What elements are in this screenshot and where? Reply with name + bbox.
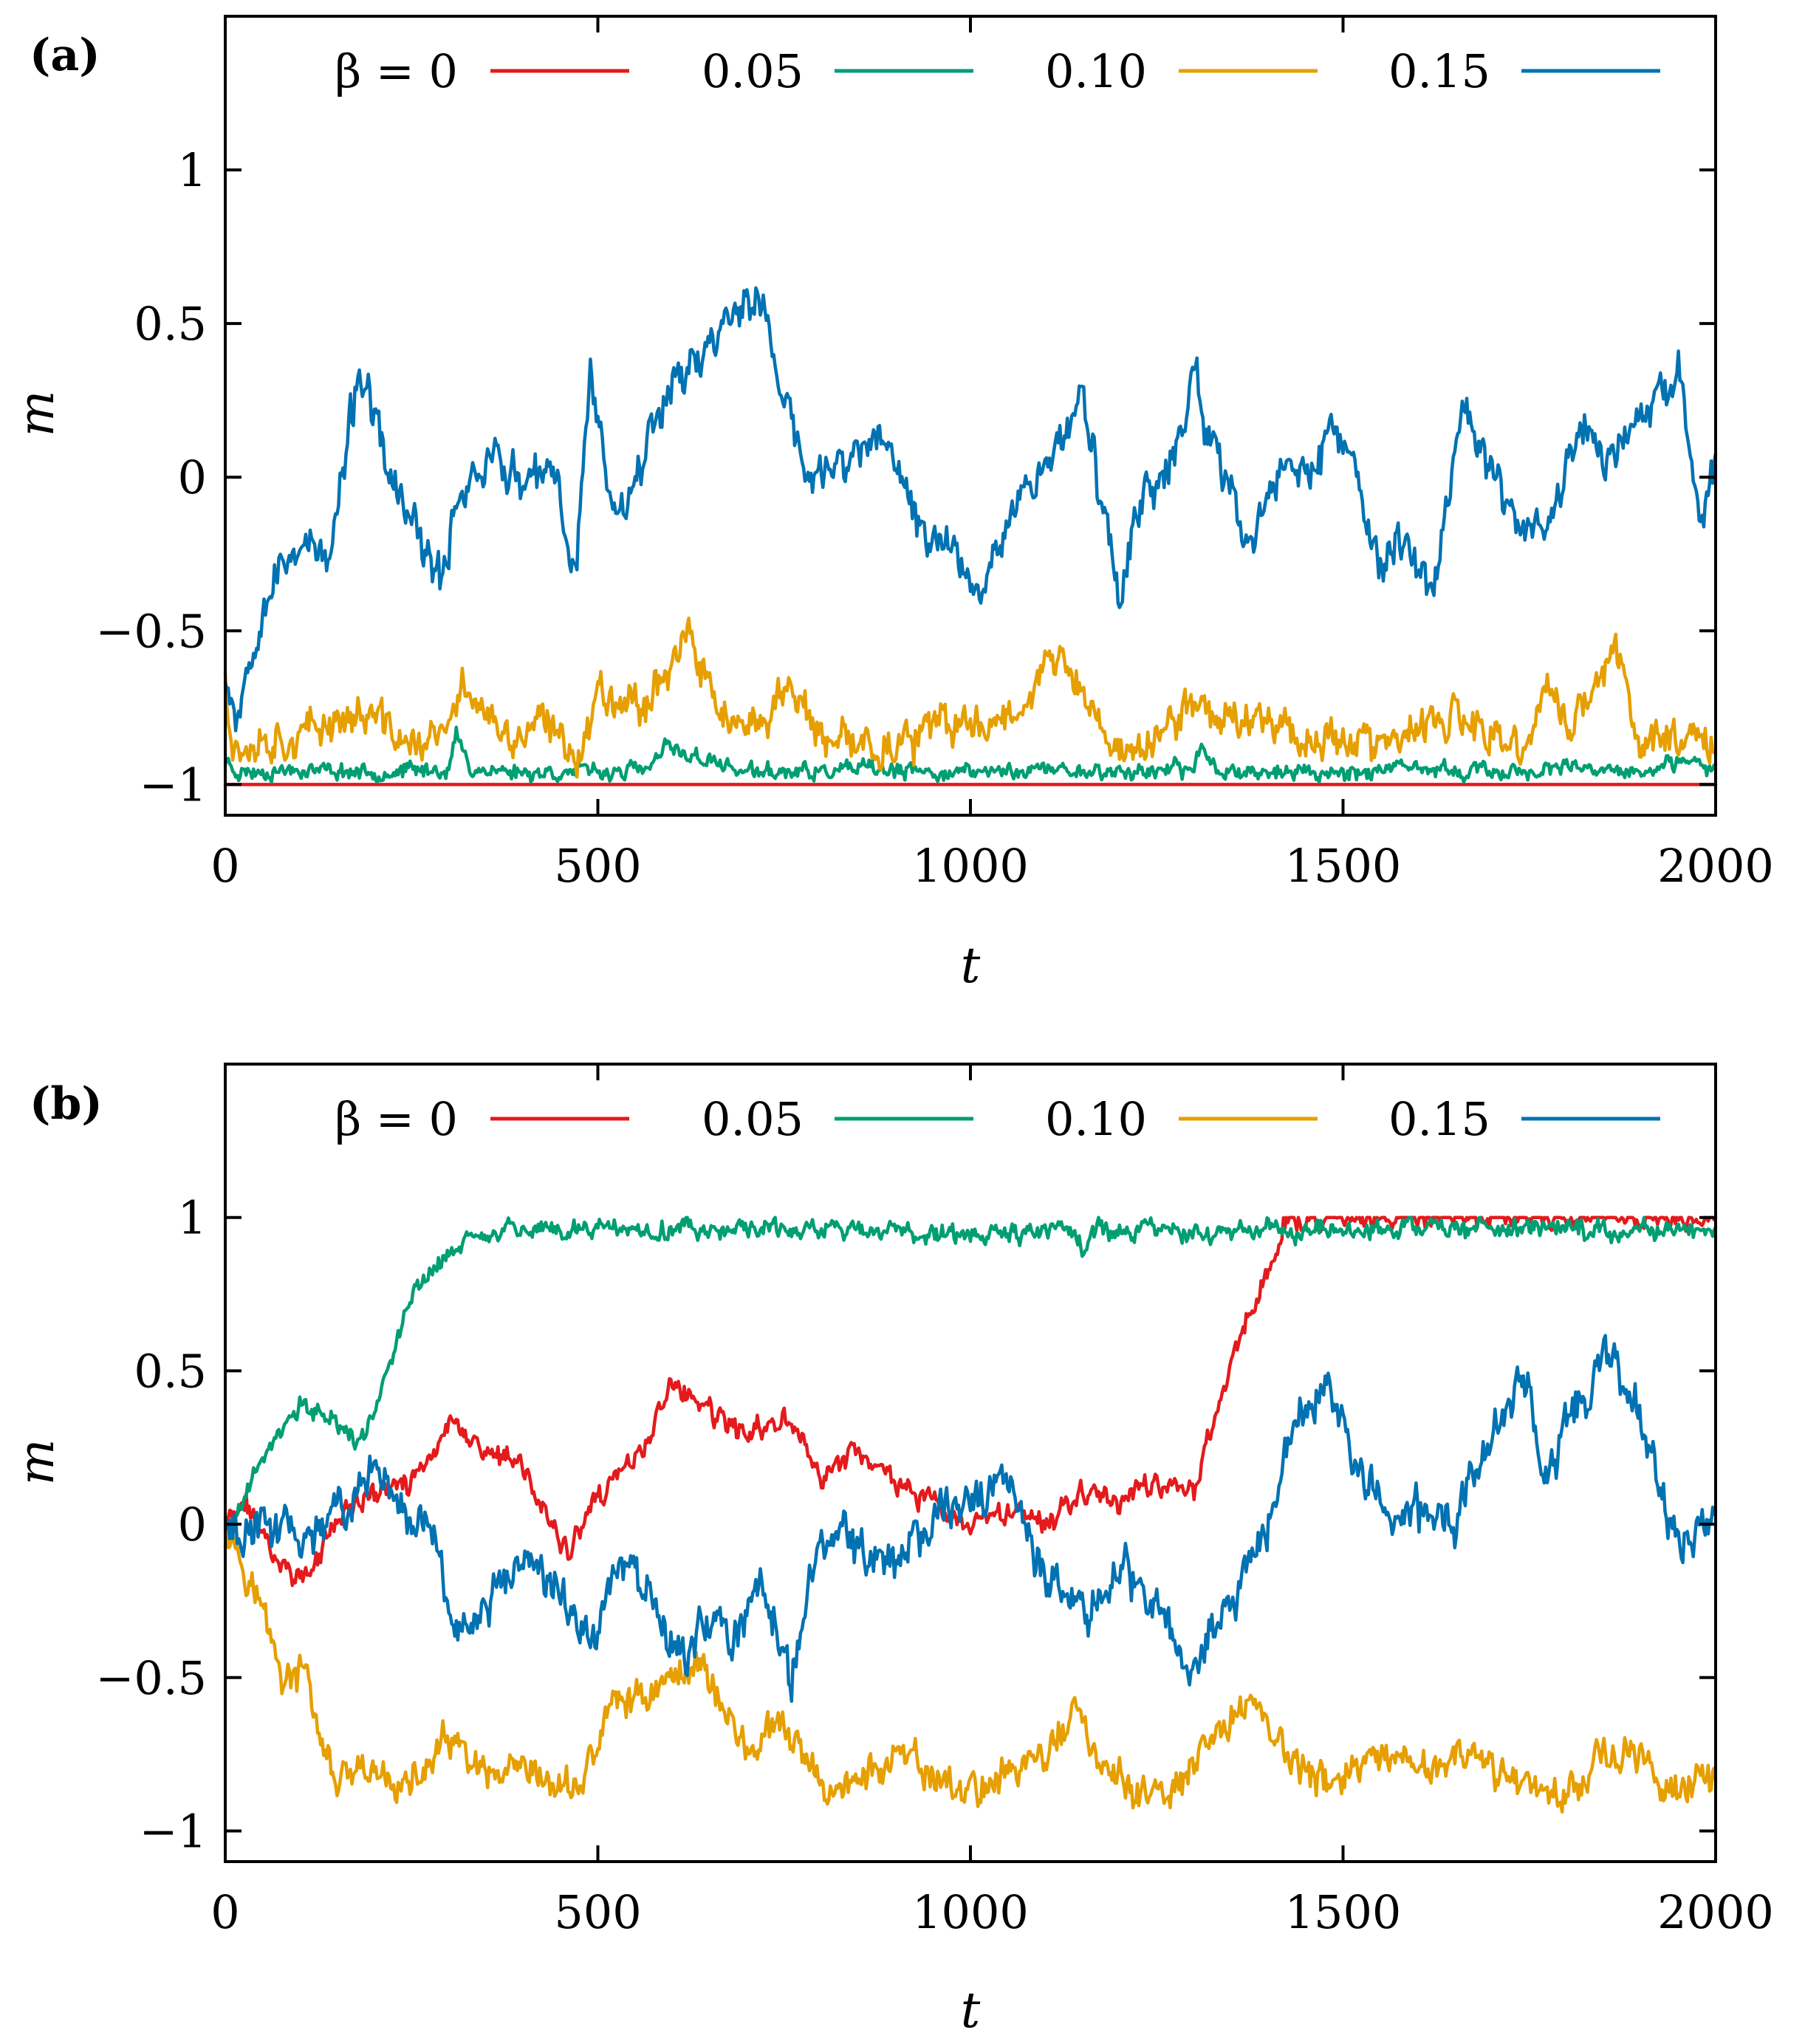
legend-label-2: 0.10 (1045, 1092, 1147, 1146)
series-line-2 (223, 1528, 1718, 1814)
legend-entry-2: 0.10 (1045, 44, 1318, 98)
y-axis-title-b: m (8, 1439, 65, 1486)
legend-entry-1: 0.05 (702, 1092, 973, 1146)
y-tick-label: 0 (178, 1498, 207, 1551)
plot-frame-a (224, 15, 1717, 817)
x-tick-label: 0 (210, 839, 239, 893)
series-line-1 (223, 1215, 1718, 1549)
legend-a: β = 0 0.05 0.10 0.15 (335, 44, 1660, 98)
series-line-2 (223, 616, 1718, 779)
ticks-b: 0 500 1000 1500 2000 −1 −0.5 0 0.5 1 (95, 1064, 1774, 1939)
legend-label-1: 0.05 (702, 44, 804, 98)
legend-entry-3: 0.15 (1388, 44, 1660, 98)
y-tick-label: 1 (178, 1191, 207, 1245)
series-line-3 (223, 286, 1718, 733)
legend-label-0: β = 0 (335, 44, 458, 98)
x-tick-label: 1000 (912, 839, 1029, 893)
x-tick-label: 1000 (912, 1885, 1029, 1939)
legend-label-3: 0.15 (1388, 44, 1490, 98)
legend-entry-3: 0.15 (1388, 1092, 1660, 1146)
x-tick-label: 1500 (1285, 1885, 1402, 1939)
panel-a: (a) 0 500 1000 1500 2000 −1 −0.5 0 0.5 1 β = 0 0.… (8, 15, 1774, 994)
y-tick-label: 0.5 (134, 297, 207, 351)
y-tick-label: 1 (178, 143, 207, 197)
x-axis-title-b: t (961, 1982, 981, 2039)
legend-label-3: 0.15 (1388, 1092, 1490, 1146)
legend-value-0: 0 (429, 1092, 458, 1146)
legend-beta: β = (335, 1092, 428, 1146)
panel-b: (b) 0 500 1000 1500 2000 −1 −0.5 0 0.5 1 β = 0 0.… (8, 1063, 1774, 2039)
series-layer-b (223, 1215, 1718, 1814)
y-tick-label: −1 (140, 758, 207, 812)
legend-entry-0: β = 0 (335, 44, 629, 98)
legend-label-1: 0.05 (702, 1092, 804, 1146)
y-tick-label: −1 (140, 1804, 207, 1858)
y-tick-label: −0.5 (95, 604, 207, 658)
series-line-3 (223, 1334, 1718, 1703)
ticks-a: 0 500 1000 1500 2000 −1 −0.5 0 0.5 1 (95, 16, 1774, 893)
x-tick-label: 1500 (1285, 839, 1402, 893)
legend-value-0: 0 (429, 44, 458, 98)
legend-entry-0: β = 0 (335, 1092, 629, 1146)
x-tick-label: 500 (554, 839, 641, 893)
y-tick-label: 0 (178, 450, 207, 504)
x-tick-label: 0 (210, 1885, 239, 1939)
x-tick-label: 500 (554, 1885, 641, 1939)
legend-b: β = 0 0.05 0.10 0.15 (335, 1092, 1660, 1146)
legend-entry-1: 0.05 (702, 44, 973, 98)
x-axis-title-a: t (961, 937, 981, 994)
x-tick-label: 2000 (1657, 839, 1774, 893)
series-line-1 (223, 725, 1718, 784)
series-layer-a (223, 286, 1718, 786)
legend-entry-2: 0.10 (1045, 1092, 1318, 1146)
panel-label-a: (a) (30, 30, 100, 81)
legend-label-2: 0.10 (1045, 44, 1147, 98)
legend-label-0: β = 0 (335, 1092, 458, 1146)
y-tick-label: −0.5 (95, 1651, 207, 1705)
x-tick-label: 2000 (1657, 1885, 1774, 1939)
legend-beta: β = (335, 44, 428, 98)
y-axis-title-a: m (8, 391, 65, 437)
panel-label-b: (b) (30, 1078, 103, 1130)
y-tick-label: 0.5 (134, 1344, 207, 1398)
series-line-0 (223, 1215, 1718, 1588)
